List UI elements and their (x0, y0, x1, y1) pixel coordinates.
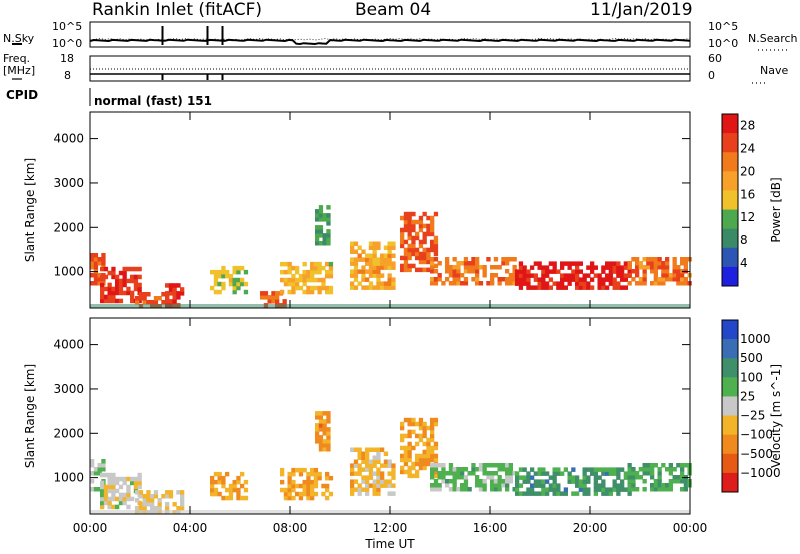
freq-left-label-1: Freq. (3, 52, 31, 65)
velocity-panel-colorbar-tick-0: 1000 (740, 332, 771, 346)
xtick-label-2: 08:00 (273, 521, 308, 535)
cpid-label: CPID (6, 88, 39, 102)
power-panel-ylabel: Slant Range [km] (23, 158, 37, 262)
chart-title: Rankin Inlet (fitACF) (92, 0, 263, 20)
velocity-panel-echo-region-8 (430, 463, 517, 492)
power-panel-colorbar-tick-0: 4 (740, 256, 748, 270)
nave-right-label: Nave (760, 64, 789, 77)
velocity-panel-colorbar-tick-5: −100 (740, 428, 773, 442)
power-panel-colorbar-cell-3 (722, 171, 738, 191)
velocity-panel-colorbar-tick-4: −25 (740, 409, 765, 423)
velocity-panel-ytick-label-2: 3000 (53, 382, 84, 396)
noise-sky-line (89, 38, 691, 46)
power-panel-colorbar-cell-7 (722, 247, 738, 268)
velocity-panel-colorbar-cell-6 (722, 434, 738, 455)
velocity-panel-echo-region-4 (280, 467, 334, 501)
velocity-panel-echo-region-5 (315, 411, 331, 452)
velocity-panel-ytick-label-0: 1000 (53, 471, 84, 485)
power-panel-ytick-label-2: 3000 (53, 176, 84, 190)
power-panel-ytick-label-0: 1000 (53, 265, 84, 279)
velocity-panel-ytick-label-1: 2000 (53, 426, 84, 440)
power-panel-echo-region-11 (515, 261, 632, 290)
xtick-label-5: 20:00 (573, 521, 608, 535)
noise-left-label: N.Sky (3, 32, 35, 45)
power-panel-colorbar-cell-5 (722, 209, 738, 230)
velocity-panel-echo-region-7 (400, 417, 439, 479)
velocity-panel-echo-region-3 (210, 471, 249, 501)
xtick-label-1: 04:00 (173, 521, 208, 535)
cpid-value: normal (fast) 151 (94, 94, 212, 108)
freq-left-tick-top: 18 (60, 52, 74, 65)
power-panel-echo-region-9 (400, 211, 439, 273)
freq-right-tick-bottom: 0 (708, 69, 715, 82)
velocity-panel-colorbar-cell-3 (722, 377, 738, 397)
beam-label: Beam 04 (355, 0, 432, 20)
power-panel-echo-region-7 (315, 205, 331, 246)
power-panel-colorbar-tick-1: 8 (740, 233, 748, 247)
xtick-label-6: 00:00 (673, 521, 708, 535)
noise-strip-frame (89, 21, 691, 48)
xtick-label-4: 16:00 (473, 521, 508, 535)
velocity-panel-colorbar-cell-1 (722, 339, 738, 359)
xtick-label-0: 00:00 (73, 521, 108, 535)
power-panel-echo-region-4 (210, 265, 249, 295)
velocity-panel-echo-region-9 (515, 467, 632, 496)
power-panel-colorbar-cell-1 (722, 133, 738, 153)
velocity-panel-colorbar-cell-2 (722, 358, 738, 378)
velocity-panel-colorbar-cell-0 (722, 320, 738, 340)
power-panel-colorbar-tick-6: 28 (740, 118, 755, 132)
power-panel-colorbar-cell-6 (722, 228, 738, 249)
velocity-panel-colorbar-tick-3: 25 (740, 389, 755, 403)
power-panel-ytick-label-1: 2000 (53, 220, 84, 234)
power-panel-colorbar-tick-4: 20 (740, 164, 755, 178)
noise-left-tick-top: 10^5 (52, 20, 83, 33)
xtick-label-3: 12:00 (373, 521, 408, 535)
noise-right-tick-top: 10^5 (708, 20, 739, 33)
velocity-panel-colorbar-tick-7: −1000 (740, 466, 781, 480)
velocity-panel-colorbar-tick-6: −500 (740, 447, 773, 461)
power-panel-echo-region-10 (430, 257, 517, 286)
power-panel-colorbar-tick-5: 24 (740, 141, 755, 155)
velocity-panel-ylabel: Slant Range [km] (23, 364, 37, 468)
velocity-panel-colorbar-frame (721, 319, 739, 493)
noise-left-tick-bottom: 10^0 (52, 37, 83, 50)
freq-right-tick-top: 60 (708, 52, 722, 65)
power-panel-colorbar-cell-0 (722, 114, 738, 134)
freq-left-tick-bottom: 8 (64, 69, 71, 82)
velocity-panel-colorbar-cell-4 (722, 396, 738, 417)
noise-right-label: N.Search (748, 32, 798, 45)
power-panel-colorbar-tick-3: 16 (740, 187, 755, 201)
velocity-panel-colorbar-tick-1: 500 (740, 351, 763, 365)
x-axis-label: Time UT (364, 537, 415, 551)
power-panel-colorbar-cell-2 (722, 152, 738, 172)
power-panel-colorbar-frame (721, 113, 739, 287)
power-panel-colorbar-label: Power [dB] (769, 177, 783, 242)
freq-left-label-2: [MHz] (3, 64, 36, 77)
power-panel-colorbar-cell-4 (722, 190, 738, 211)
noise-search-line (89, 38, 691, 41)
power-panel-ytick-label-3: 4000 (53, 132, 84, 146)
velocity-panel-colorbar-label: Velocity [m s^-1] (769, 364, 783, 468)
velocity-panel-colorbar-cell-5 (722, 415, 738, 436)
noise-right-tick-bottom: 10^0 (708, 37, 739, 50)
velocity-panel-ytick-label-3: 4000 (53, 338, 84, 352)
velocity-panel-echo-region-1 (100, 472, 142, 510)
power-panel-colorbar-cell-8 (722, 266, 738, 287)
velocity-panel-echo-region-6 (350, 447, 396, 496)
power-panel-echo-region-8 (350, 241, 396, 290)
velocity-panel-colorbar-cell-8 (722, 472, 738, 493)
velocity-panel-colorbar-tick-2: 100 (740, 370, 763, 384)
velocity-panel-colorbar-cell-7 (722, 453, 738, 474)
power-panel-colorbar-tick-2: 12 (740, 210, 755, 224)
power-panel-echo-region-1 (100, 266, 142, 304)
date-label: 11/Jan/2019 (590, 0, 693, 20)
power-panel-echo-region-6 (280, 261, 334, 295)
